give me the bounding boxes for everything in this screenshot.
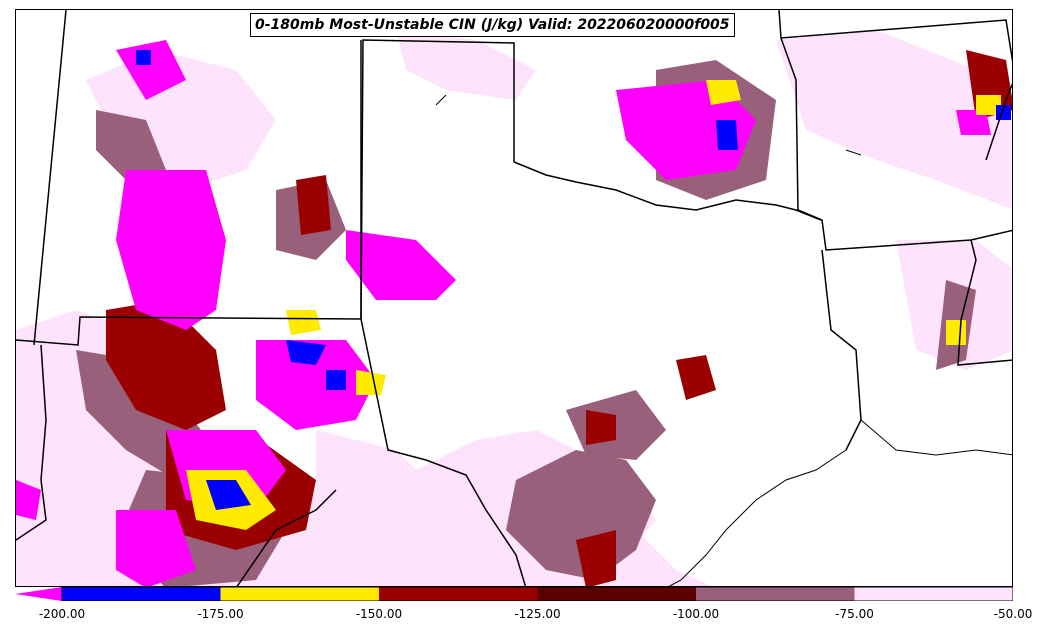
map-panel <box>15 9 1013 587</box>
coastline <box>435 94 1012 586</box>
colorbar-tick-label: -100.00 <box>672 607 720 621</box>
map-title: 0-180mb Most-Unstable CIN (J/kg) Valid: … <box>250 13 735 37</box>
colorbar-tick-label: -200.00 <box>38 607 86 621</box>
state-boundaries <box>16 10 1012 586</box>
colorbar-tick-label: -150.00 <box>355 607 403 621</box>
colorbar-bins <box>62 587 1013 601</box>
colorbar-tick-label: -50.00 <box>993 607 1033 621</box>
colorbar-outline <box>61 587 1013 601</box>
cin-field-map <box>16 10 1012 586</box>
colorbar-tick-label: -75.00 <box>835 607 874 621</box>
colorbar-bin-3 <box>537 587 696 601</box>
colorbar-bin-5 <box>854 587 1013 601</box>
colorbar-tick-label: -125.00 <box>514 607 561 621</box>
colorbar-tick-label: -175.00 <box>197 607 244 621</box>
colorbar-bin-1 <box>220 587 379 601</box>
cin-blue-regions <box>136 50 1011 510</box>
colorbar-under-triangle <box>15 587 62 601</box>
colorbar-bin-0 <box>62 587 221 601</box>
colorbar-bin-2 <box>379 587 538 601</box>
colorbar-bin-4 <box>696 587 855 601</box>
colorbar <box>15 587 1013 601</box>
